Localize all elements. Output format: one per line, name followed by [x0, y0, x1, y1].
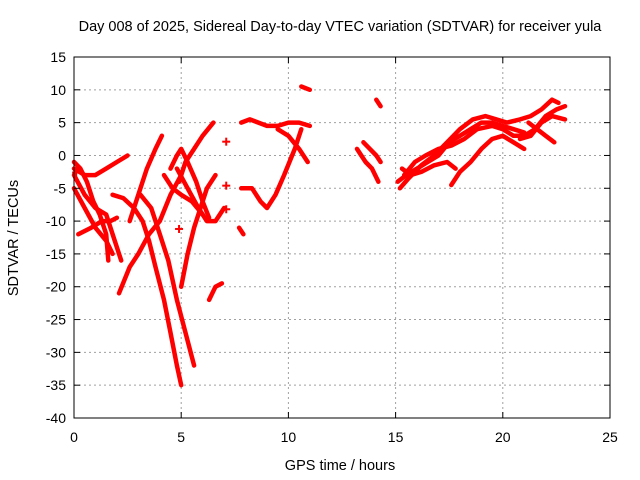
series-track-8: [138, 192, 197, 368]
x-tick-label: 5: [177, 429, 185, 445]
y-tick-label: 15: [50, 49, 66, 65]
x-axis-label: GPS time / hours: [285, 458, 395, 474]
x-tick-label: 10: [281, 429, 297, 445]
isolated-point: [222, 181, 231, 190]
series-track-18: [238, 117, 313, 129]
isolated-point: [222, 137, 231, 146]
y-tick-label: -10: [46, 213, 66, 229]
y-tick-label: 10: [50, 82, 66, 98]
series-track-28: [449, 133, 527, 188]
series-track-23: [374, 97, 383, 109]
chart-title: Day 008 of 2025, Sidereal Day-to-day VTE…: [79, 19, 603, 35]
series-track-27: [399, 159, 458, 178]
series-track-2: [71, 172, 124, 263]
series-track-21: [354, 146, 381, 184]
chart-series-group: [71, 84, 568, 388]
series-track-14: [161, 172, 205, 217]
plot-frame: [73, 56, 611, 419]
y-tick-label: -40: [46, 410, 66, 426]
x-tick-label: 25: [602, 429, 618, 445]
y-tick-label: 5: [58, 115, 66, 131]
x-tick-label: 20: [495, 429, 511, 445]
series-track-16: [236, 225, 246, 237]
y-tick-label: -20: [46, 279, 66, 295]
series-track-22: [361, 140, 383, 165]
series-track-25: [397, 97, 561, 191]
y-tick-label: -5: [54, 180, 67, 196]
chart-points-group: [72, 137, 231, 233]
y-tick-label: -25: [46, 312, 66, 328]
series-track-5: [71, 153, 130, 178]
y-tick-label: -35: [46, 377, 66, 393]
series-track-17: [238, 126, 304, 211]
x-axis-ticks: 0 5 10 15 20 25: [70, 57, 618, 445]
series-track-12: [176, 120, 216, 184]
isolated-point: [175, 224, 184, 233]
series-track-7: [110, 192, 184, 388]
series-track-29: [517, 113, 568, 142]
y-tick-label: -15: [46, 246, 66, 262]
series-track-19: [275, 126, 310, 165]
series-track-30: [526, 120, 557, 145]
series-track-4: [76, 215, 120, 237]
chart-gridlines: [74, 57, 610, 418]
series-track-13: [178, 172, 218, 289]
x-tick-label: 15: [388, 429, 404, 445]
y-axis-label: SDTVAR / TECUs: [6, 180, 22, 296]
isolated-point: [72, 168, 81, 177]
y-axis-ticks: 15 10 5 0 -5 -10 -15 -20 -25 -30 -35 -40: [46, 49, 610, 426]
isolated-point: [222, 205, 231, 214]
series-track-20: [299, 84, 313, 93]
y-tick-label: -30: [46, 344, 66, 360]
series-track-9: [127, 133, 165, 224]
x-tick-label: 0: [70, 429, 78, 445]
series-track-15: [206, 281, 225, 303]
y-tick-label: 0: [58, 147, 66, 163]
series-track-1: [71, 159, 111, 263]
